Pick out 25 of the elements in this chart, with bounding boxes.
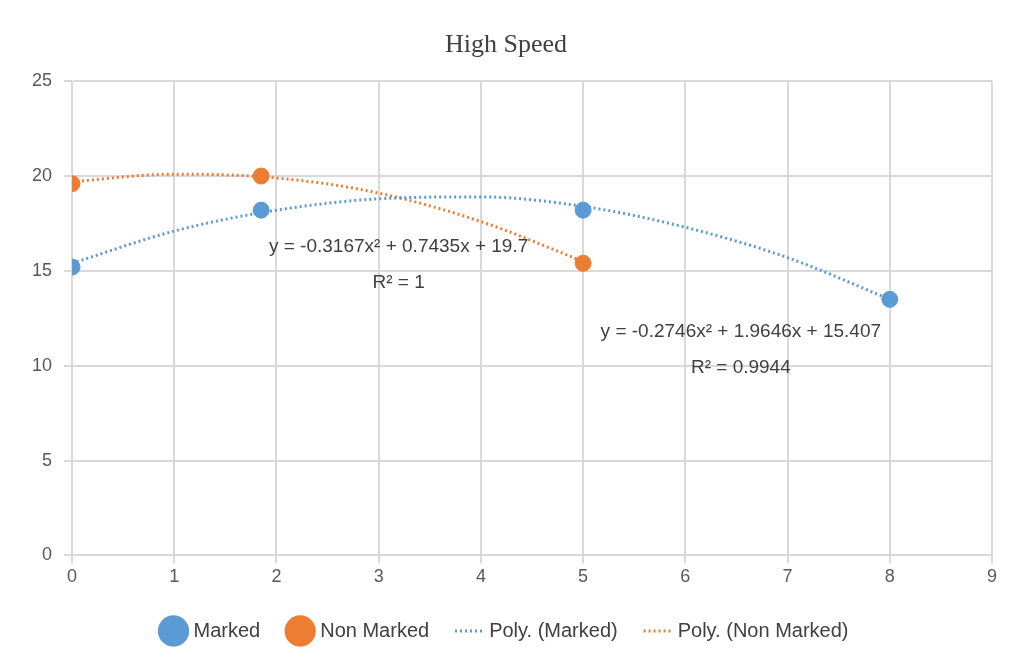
x-tick-label: 9 <box>986 566 998 587</box>
x-tick-label: 3 <box>373 566 384 587</box>
legend-label: Poly. (Non Marked) <box>677 618 849 641</box>
y-tick-label: 25 <box>31 70 53 91</box>
annotation: y = -0.2746x² + 1.9646x + 15.407 <box>600 319 882 341</box>
x-tick-label: 1 <box>169 566 180 587</box>
legend-label: Non Marked <box>320 618 430 641</box>
y-tick-label: 15 <box>31 259 53 280</box>
x-tick-label: 5 <box>578 566 589 587</box>
annotation: R² = 0.9944 <box>690 355 792 377</box>
x-tick-label: 7 <box>782 566 793 587</box>
x-tick-label: 4 <box>475 566 486 587</box>
x-tick-label: 6 <box>680 566 691 587</box>
annotation: R² = 1 <box>372 270 425 292</box>
annotation: y = -0.3167x² + 0.7435x + 19.7 <box>268 235 529 257</box>
chart-title: High Speed <box>444 29 568 59</box>
legend-label: Poly. (Marked) <box>489 618 618 641</box>
x-tick-label: 0 <box>67 566 78 587</box>
x-tick-label: 2 <box>271 566 282 587</box>
y-tick-label: 20 <box>31 165 53 186</box>
y-tick-label: 5 <box>42 449 53 470</box>
x-tick-label: 8 <box>884 566 895 587</box>
y-tick-label: 0 <box>42 544 53 565</box>
y-tick-label: 10 <box>31 354 53 375</box>
legend-label: Marked <box>193 618 261 641</box>
